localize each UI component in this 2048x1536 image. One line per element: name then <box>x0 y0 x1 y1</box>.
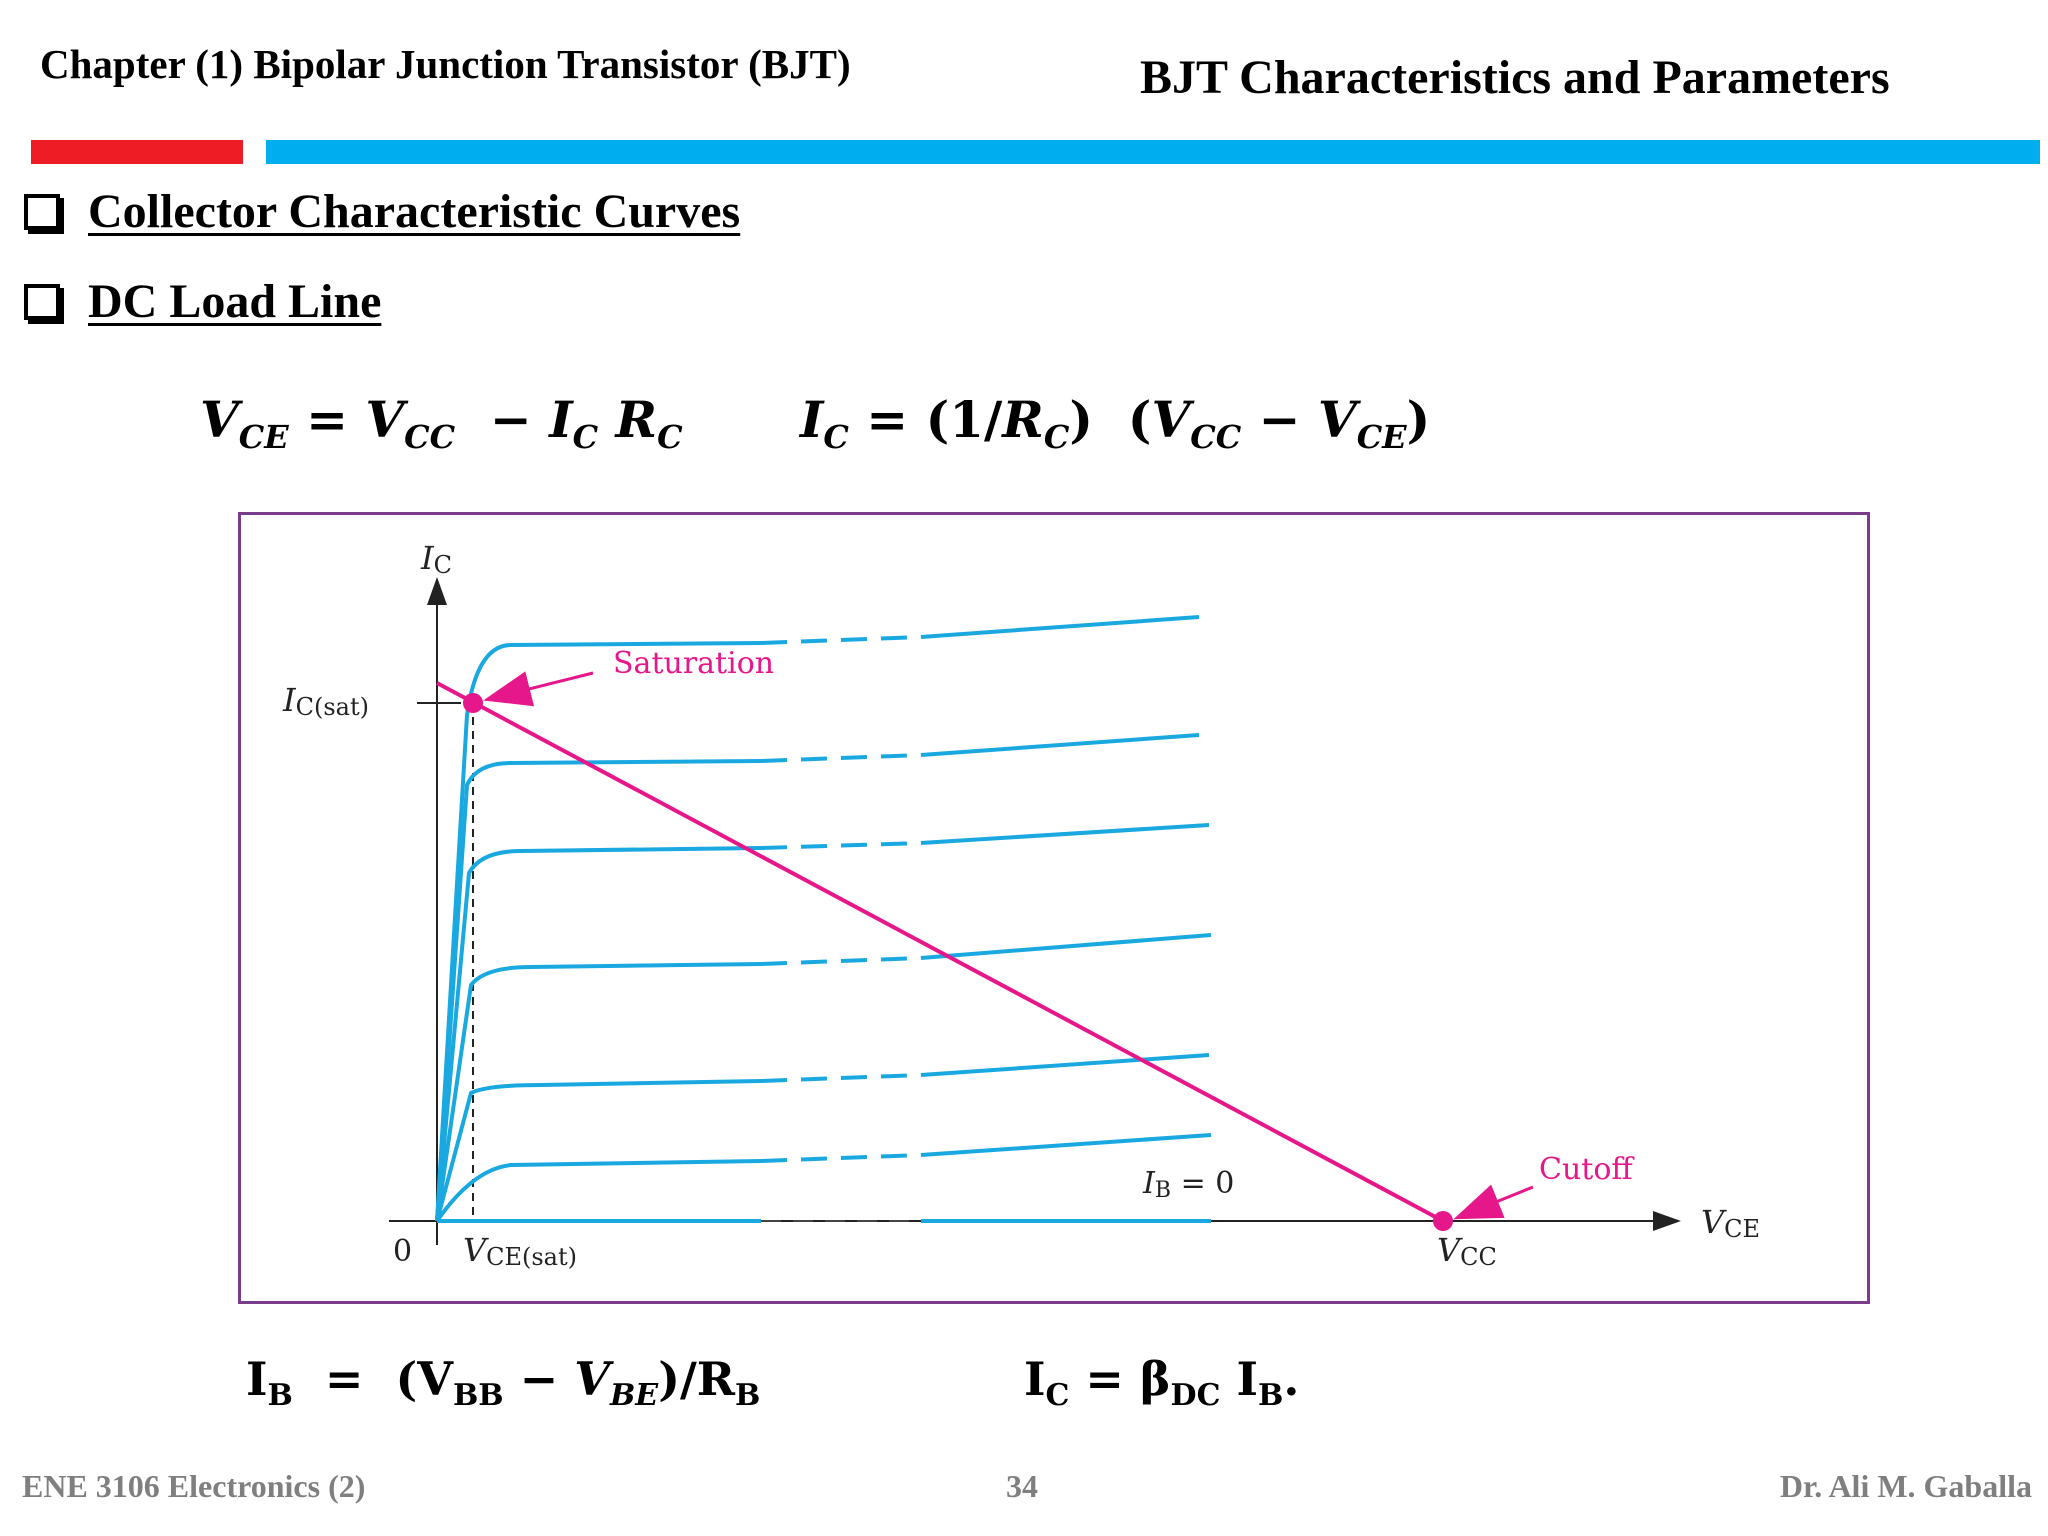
characteristic-curves <box>435 615 1212 1223</box>
cutoff-point <box>1433 1211 1453 1231</box>
dc-load-line <box>436 681 1444 1223</box>
curve-ib-3 <box>435 962 762 1222</box>
equation-ic-load-line: IC = (1/RC) (VCC − VCE) <box>800 390 1431 456</box>
curve-ib-4 <box>435 846 762 1222</box>
bullet-label: DC Load Line <box>88 275 382 328</box>
vcc-label: VCC <box>1437 1231 1497 1271</box>
curve-ib-2-dash <box>760 1073 922 1083</box>
checkbox-bullet-icon <box>24 283 60 320</box>
section-title: BJT Characteristics and Parameters <box>1140 51 1890 104</box>
cutoff-arrow <box>1453 1184 1534 1220</box>
ib-zero-label: IB = 0 <box>1142 1166 1234 1203</box>
bullet-dc-load-line: DC Load Line <box>24 274 381 329</box>
footer-author: Dr. Ali M. Gaballa <box>1779 1468 2032 1504</box>
checkbox-bullet-icon <box>24 193 60 230</box>
chapter-title: Chapter (1) Bipolar Junction Transistor … <box>40 41 851 87</box>
origin-label: 0 <box>393 1234 412 1269</box>
curve-ib-5 <box>435 759 762 1222</box>
curve-ib-6 <box>435 641 762 1222</box>
curve-ib-3-dash <box>760 956 922 966</box>
saturation-point <box>463 693 483 713</box>
y-axis-label: IC <box>420 539 452 579</box>
curve-ib-4-dash <box>760 841 922 850</box>
curve-ib-4-tail <box>920 823 1210 845</box>
x-axis-label: VCE <box>1701 1203 1760 1243</box>
saturation-label: Saturation <box>613 646 774 681</box>
curve-ib-6-dash <box>760 635 922 645</box>
footer-page-number: 34 <box>1006 1468 1038 1504</box>
ic-sat-label: IC(sat) <box>282 681 369 721</box>
cutoff-label: Cutoff <box>1539 1152 1635 1187</box>
collector-characteristics-figure: IC IC(sat) 0 VCE(sat) VCC VCE Saturation… <box>238 512 1870 1304</box>
curve-ib-1 <box>435 1159 762 1223</box>
curve-ib-5-tail <box>920 733 1200 757</box>
curve-ib-6-tail <box>920 615 1200 639</box>
curve-ib-2 <box>435 1079 762 1222</box>
curve-ib-5-dash <box>760 753 922 763</box>
header-red-bar <box>31 140 243 164</box>
curve-ib-1-dash <box>760 1153 922 1163</box>
header-blue-bar <box>266 140 2040 164</box>
curve-ib-3-tail <box>920 933 1212 960</box>
bullet-collector-curves: Collector Characteristic Curves <box>24 184 740 239</box>
equation-vce: VCE = VCC − IC RC <box>200 390 683 456</box>
equation-ic-beta: IC = βDC IB. <box>1024 1352 1300 1414</box>
collector-characteristics-graph: IC IC(sat) 0 VCE(sat) VCC VCE Saturation… <box>282 539 1760 1271</box>
vce-sat-label: VCE(sat) <box>463 1231 577 1271</box>
curve-ib-1-tail <box>920 1133 1212 1157</box>
curve-ib-2-tail <box>920 1053 1210 1077</box>
bullet-label: Collector Characteristic Curves <box>88 185 741 238</box>
footer-course: ENE 3106 Electronics (2) <box>22 1468 366 1504</box>
saturation-arrow <box>483 671 594 707</box>
equation-ib: IB = (VBB − VBE)/RB <box>246 1352 761 1414</box>
